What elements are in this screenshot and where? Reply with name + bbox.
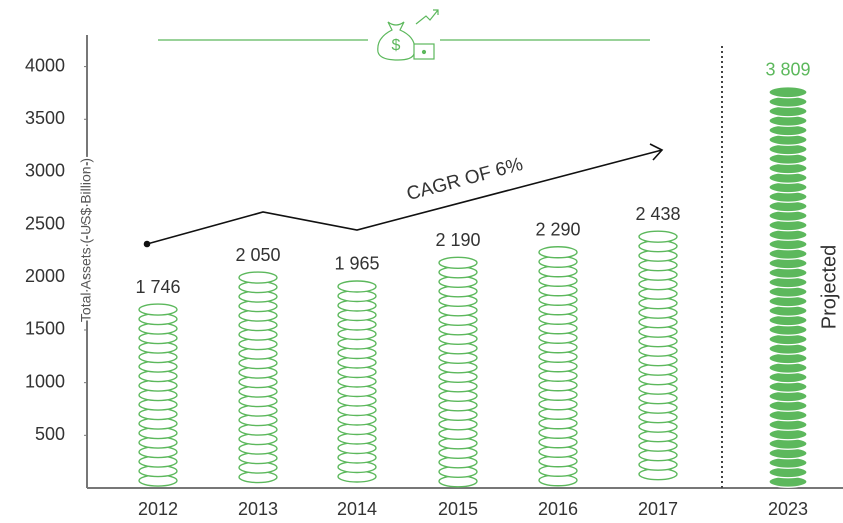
y-axis-label: Total Assets ( US$ Billion ) — [78, 158, 94, 322]
value-label: 3 809 — [765, 59, 810, 79]
y-tick-label: 1500 — [25, 319, 65, 339]
coin — [337, 280, 377, 293]
value-label: 2 190 — [435, 230, 480, 250]
x-tick-label: 2012 — [138, 499, 178, 519]
y-tick-label: 3500 — [25, 108, 65, 128]
coin-stack — [638, 230, 678, 481]
coin — [538, 246, 578, 259]
y-tick-label: 4000 — [25, 55, 65, 75]
coin — [138, 303, 178, 316]
x-tick-label: 2023 — [768, 499, 808, 519]
coin — [638, 230, 678, 243]
coin-stack — [438, 256, 478, 488]
coin-stack — [238, 271, 278, 484]
coin-stack — [138, 303, 178, 487]
value-label: 1 746 — [135, 277, 180, 297]
coin-stack — [768, 86, 808, 488]
coin — [768, 86, 808, 99]
y-tick-label: 2500 — [25, 213, 65, 233]
x-tick-label: 2014 — [337, 499, 377, 519]
coin-stack — [538, 246, 578, 487]
y-tick-label: 1000 — [25, 371, 65, 391]
cagr-annotation: CAGR OF 6% — [405, 154, 526, 205]
value-label: 2 290 — [535, 220, 580, 240]
x-tick-label: 2016 — [538, 499, 578, 519]
header-icon: $ — [158, 9, 650, 61]
x-tick-label: 2017 — [638, 499, 678, 519]
coin — [238, 271, 278, 284]
x-tick-label: 2013 — [238, 499, 278, 519]
value-label: 2 438 — [635, 204, 680, 224]
projection-label: Projected — [818, 245, 840, 330]
coin — [438, 256, 478, 269]
value-label: 2 050 — [235, 245, 280, 265]
y-tick-label: 3000 — [25, 161, 65, 181]
value-label: 1 965 — [334, 254, 379, 274]
x-tick-label: 2015 — [438, 499, 478, 519]
y-tick-label: 2000 — [25, 266, 65, 286]
cagr-arrow — [143, 143, 664, 248]
svg-text:$: $ — [392, 37, 401, 54]
y-tick-label: 500 — [35, 424, 65, 444]
coin-stack — [337, 280, 377, 483]
